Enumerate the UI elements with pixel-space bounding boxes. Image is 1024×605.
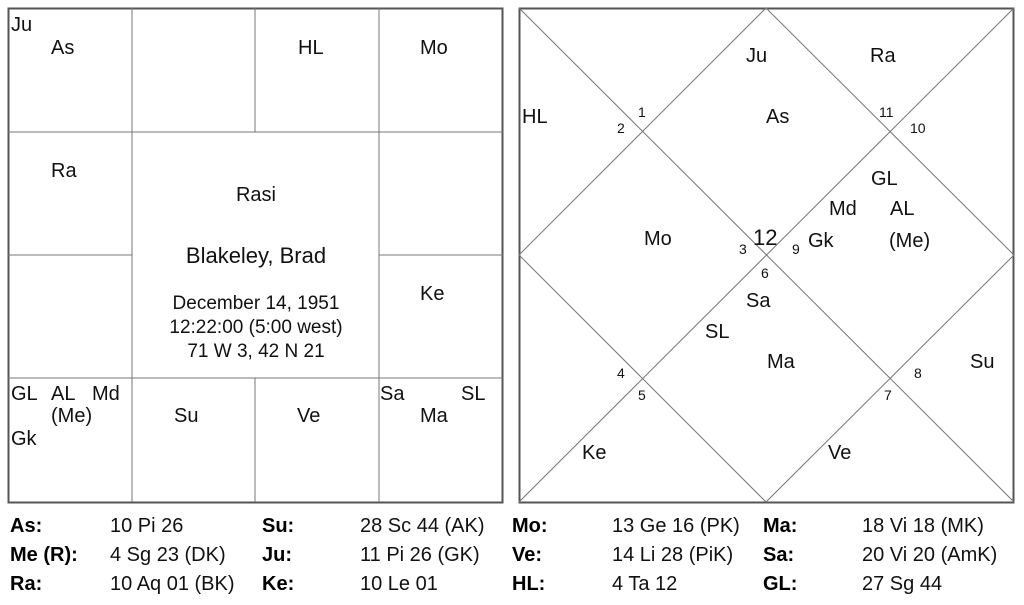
north-labels: 1 2 3 4 5 6 7 8 9 10 11 12 Ju Ra HL As G… (522, 45, 994, 464)
position-label: GL: (763, 573, 798, 595)
planet-me: (Me) (51, 405, 92, 427)
birth-date: December 14, 1951 (173, 293, 340, 314)
position-label: Ve: (512, 544, 543, 566)
planet-sl: SL (705, 321, 729, 343)
position-value: 20 Vi 20 (AmK) (862, 544, 998, 566)
position-label: Mo: (512, 515, 548, 537)
position-value: 10 Pi 26 (110, 515, 184, 537)
native-name: Blakeley, Brad (186, 243, 326, 268)
position-label: Su: (262, 515, 295, 537)
position-value: 4 Ta 12 (612, 573, 678, 595)
position-value: 18 Vi 18 (MK) (862, 515, 984, 537)
rasi-labels: Ju As HL Mo Ra Ke GL AL Md (Me) Gk Su Ve… (11, 14, 485, 450)
planet-ma: Ma (767, 351, 796, 373)
planet-gk: Gk (11, 428, 38, 450)
position-value: 14 Li 28 (PiK) (612, 544, 734, 566)
house-1: 1 (638, 104, 646, 120)
house-7: 7 (884, 387, 892, 403)
house-5: 5 (638, 387, 646, 403)
planet-ma: Ma (420, 405, 449, 427)
planet-ve: Ve (828, 442, 851, 464)
planet-sa: Sa (380, 383, 405, 405)
position-label: Me (R): (10, 544, 78, 566)
planet-gl: GL (11, 383, 38, 405)
planet-ke: Ke (420, 283, 444, 305)
position-label: Sa: (763, 544, 795, 566)
planet-ju: Ju (11, 14, 32, 36)
position-value: 10 Aq 01 (BK) (110, 573, 235, 595)
planet-md: Md (829, 198, 857, 220)
house-3: 3 (739, 241, 747, 257)
house-12: 12 (753, 225, 777, 250)
position-value: 10 Le 01 (360, 573, 438, 595)
planet-ra: Ra (51, 160, 77, 182)
planet-gk: Gk (808, 230, 835, 252)
house-10: 10 (910, 120, 926, 136)
position-label: HL: (512, 573, 546, 595)
planet-ke: Ke (582, 442, 606, 464)
planet-md: Md (92, 383, 120, 405)
planet-mo: Mo (420, 37, 448, 59)
planet-as: As (51, 37, 74, 59)
position-value: 28 Sc 44 (AK) (360, 515, 485, 537)
planet-as: As (766, 106, 789, 128)
planet-hl: HL (522, 106, 548, 128)
house-9: 9 (792, 241, 800, 257)
planet-su: Su (174, 405, 198, 427)
position-label: Ma: (763, 515, 798, 537)
position-value: 13 Ge 16 (PK) (612, 515, 740, 537)
house-4: 4 (617, 365, 625, 381)
planet-sl: SL (461, 383, 485, 405)
house-6: 6 (761, 265, 769, 281)
planet-ve: Ve (297, 405, 320, 427)
house-8: 8 (914, 365, 922, 381)
planet-hl: HL (298, 37, 324, 59)
north-chart (518, 7, 1015, 504)
position-label: Ju: (262, 544, 292, 566)
planet-ra: Ra (870, 45, 896, 67)
chart-title: Rasi (236, 184, 276, 206)
planet-al: AL (51, 383, 75, 405)
position-label: Ke: (262, 573, 295, 595)
birth-location: 71 W 3, 42 N 21 (187, 341, 324, 362)
planet-me: (Me) (889, 230, 930, 252)
position-value: 27 Sg 44 (862, 573, 943, 595)
planet-al: AL (890, 198, 914, 220)
position-value: 11 Pi 26 (GK) (360, 544, 480, 566)
planet-ju: Ju (746, 45, 767, 67)
rasi-chart (7, 7, 504, 504)
planet-su: Su (970, 351, 994, 373)
position-label: As: (10, 515, 43, 537)
planet-mo: Mo (644, 228, 672, 250)
planet-sa: Sa (746, 290, 771, 312)
birth-time: 12:22:00 (5:00 west) (169, 317, 342, 338)
planet-gl: GL (871, 168, 898, 190)
house-11: 11 (879, 104, 894, 120)
house-2: 2 (617, 120, 625, 136)
position-value: 4 Sg 23 (DK) (110, 544, 226, 566)
position-label: Ra: (10, 573, 43, 595)
